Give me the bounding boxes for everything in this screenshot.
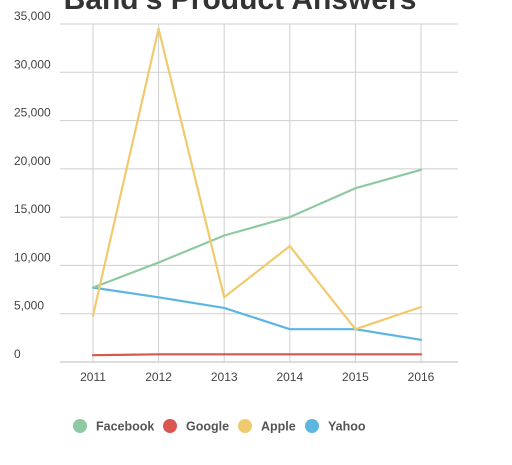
legend-marker-apple bbox=[238, 419, 252, 433]
x-tick-label: 2015 bbox=[342, 370, 369, 384]
series-line-facebook bbox=[91, 168, 423, 289]
y-tick-label: 0 bbox=[14, 347, 21, 361]
legend-marker-yahoo bbox=[305, 419, 319, 433]
y-tick-label: 5,000 bbox=[14, 299, 44, 313]
y-tick-label: 25,000 bbox=[14, 106, 51, 120]
x-tick-label: 2016 bbox=[408, 370, 435, 384]
y-tick-label: 30,000 bbox=[14, 57, 51, 71]
legend-label-facebook: Facebook bbox=[96, 420, 154, 434]
x-tick-label: 2011 bbox=[80, 370, 106, 384]
y-tick-label: 20,000 bbox=[14, 154, 51, 168]
legend-label-google: Google bbox=[186, 420, 229, 434]
series-line-apple bbox=[91, 27, 423, 331]
legend-label-yahoo: Yahoo bbox=[328, 420, 366, 434]
x-tick-label: 2014 bbox=[276, 370, 303, 384]
legend-marker-google bbox=[163, 419, 177, 433]
chart-title: Band's Product Answers bbox=[64, 0, 417, 16]
x-tick-label: 2013 bbox=[211, 370, 238, 384]
legend-marker-facebook bbox=[73, 419, 87, 433]
y-tick-label: 15,000 bbox=[14, 202, 51, 216]
y-tick-label: 10,000 bbox=[14, 250, 51, 264]
y-tick-label: 35,000 bbox=[14, 9, 51, 23]
series-line-yahoo bbox=[91, 286, 423, 341]
x-tick-label: 2012 bbox=[145, 370, 172, 384]
series-line-google bbox=[91, 353, 423, 357]
legend-label-apple: Apple bbox=[261, 420, 296, 434]
